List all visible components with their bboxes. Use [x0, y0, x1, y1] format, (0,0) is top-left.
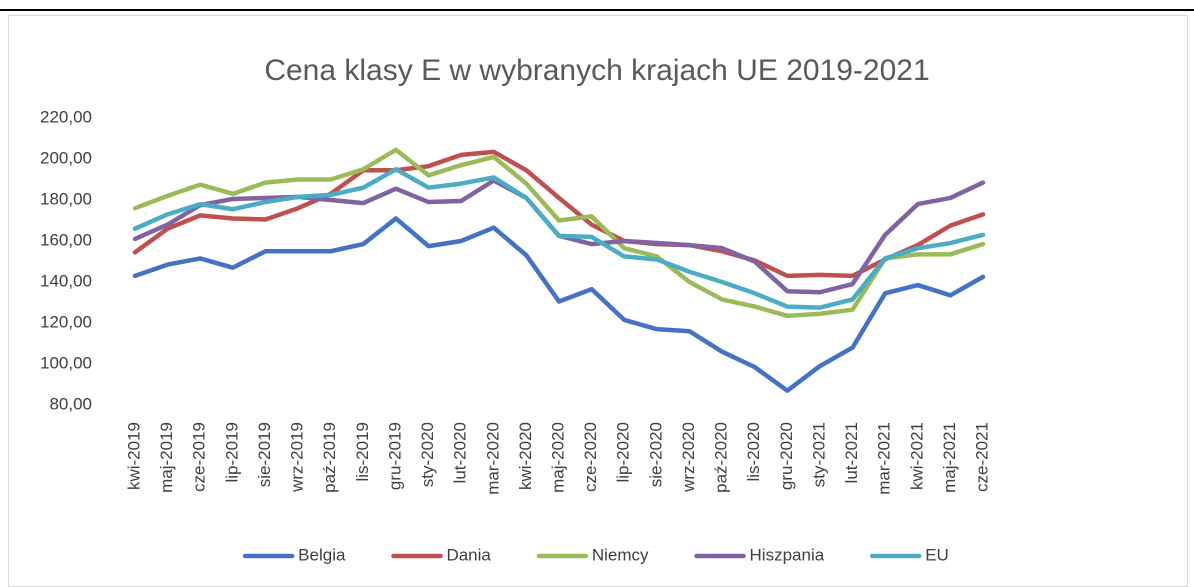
- x-tick-label: maj-2020: [548, 422, 567, 493]
- chart-title: Cena klasy E w wybranych krajach UE 2019…: [264, 54, 929, 87]
- x-tick-label: cze-2019: [190, 422, 209, 492]
- x-tick-label: lip-2019: [222, 422, 241, 483]
- x-tick-label: sty-2020: [418, 422, 437, 487]
- x-tick-label: sie-2020: [646, 422, 665, 487]
- x-tick-label: wrz-2019: [288, 422, 307, 493]
- x-tick-label: mar-2020: [483, 422, 502, 495]
- x-tick-label: lip-2020: [614, 422, 633, 483]
- series-line: [132, 147, 986, 319]
- x-tick-label: lut-2021: [842, 422, 861, 483]
- x-tick-label: cze-2021: [972, 422, 991, 492]
- y-tick-label: 160,00: [40, 230, 92, 249]
- x-tick-label: maj-2019: [157, 422, 176, 493]
- chart-frame: [8, 15, 1188, 587]
- x-tick-label: kwi-2021: [907, 422, 926, 490]
- y-tick-label: 100,00: [40, 353, 92, 372]
- x-tick-label: lis-2019: [353, 422, 372, 482]
- x-tick-label: lut-2020: [451, 422, 470, 483]
- x-tick-label: gru-2020: [777, 422, 796, 490]
- x-tick-label: kwi-2020: [516, 422, 535, 490]
- y-tick-label: 200,00: [40, 148, 92, 167]
- legend-label: EU: [925, 545, 949, 564]
- y-tick-label: 140,00: [40, 271, 92, 290]
- y-tick-label: 180,00: [40, 189, 92, 208]
- x-tick-label: kwi-2019: [124, 422, 143, 490]
- y-tick-label: 220,00: [40, 107, 92, 126]
- x-tick-label: paź-2019: [320, 422, 339, 493]
- x-tick-label: wrz-2020: [679, 422, 698, 493]
- x-tick-label: sie-2019: [255, 422, 274, 487]
- legend-label: Belgia: [298, 545, 346, 564]
- y-tick-label: 80,00: [49, 394, 92, 413]
- series-line: [132, 216, 986, 393]
- legend-label: Niemcy: [592, 545, 649, 564]
- x-tick-label: cze-2020: [581, 422, 600, 492]
- x-tick-label: mar-2021: [875, 422, 894, 495]
- x-tick-label: lis-2020: [744, 422, 763, 482]
- x-tick-label: maj-2021: [940, 422, 959, 493]
- x-tick-label: paź-2020: [712, 422, 731, 493]
- y-tick-label: 120,00: [40, 312, 92, 331]
- x-tick-label: gru-2019: [385, 422, 404, 490]
- series-line: [132, 167, 986, 310]
- legend-label: Hiszpania: [750, 545, 825, 564]
- x-tick-label: sty-2021: [809, 422, 828, 487]
- series-line: [132, 149, 986, 279]
- legend-label: Dania: [446, 545, 491, 564]
